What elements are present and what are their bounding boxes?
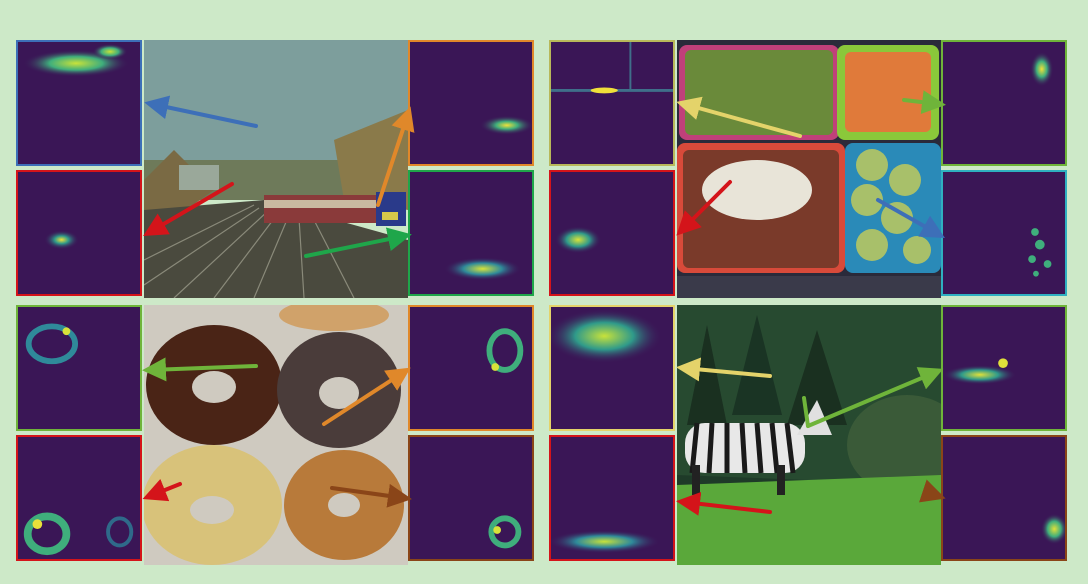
zebra-photo bbox=[677, 305, 941, 565]
train-heatmap-bottom-right bbox=[408, 170, 534, 296]
lunchbox-heatmap-top-right bbox=[941, 40, 1067, 166]
zebra-heatmap-bottom-right bbox=[941, 435, 1067, 561]
donuts-heatmap-top-right bbox=[408, 305, 534, 431]
lunchbox-heatmap-bottom-right bbox=[941, 170, 1067, 296]
zebra-heatmap-bottom-left bbox=[549, 435, 675, 561]
zebra-heatmap-top-right bbox=[941, 305, 1067, 431]
lunchbox-photo bbox=[677, 40, 941, 298]
train-heatmap-top-right bbox=[408, 40, 534, 166]
train-heatmap-bottom-left bbox=[16, 170, 142, 296]
lunchbox-heatmap-top-left bbox=[549, 40, 675, 166]
lunchbox-heatmap-bottom-left bbox=[549, 170, 675, 296]
donuts-photo bbox=[144, 305, 408, 565]
train-heatmap-top-left bbox=[16, 40, 142, 166]
donuts-heatmap-top-left bbox=[16, 305, 142, 431]
zebra-heatmap-top-left bbox=[549, 305, 675, 431]
donuts-heatmap-bottom-right bbox=[408, 435, 534, 561]
train-photo bbox=[144, 40, 408, 298]
donuts-heatmap-bottom-left bbox=[16, 435, 142, 561]
